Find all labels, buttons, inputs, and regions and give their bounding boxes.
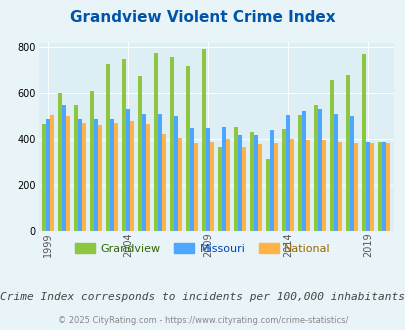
Bar <box>90 91 94 231</box>
Bar <box>162 134 166 231</box>
Bar <box>265 159 269 231</box>
Bar <box>201 49 206 231</box>
Bar <box>381 142 385 231</box>
Bar <box>286 115 290 231</box>
Bar <box>178 138 182 231</box>
Bar <box>385 143 390 231</box>
Bar <box>46 118 50 231</box>
Bar <box>66 116 70 231</box>
Bar <box>345 75 349 231</box>
Bar <box>94 118 98 231</box>
Text: Crime Index corresponds to incidents per 100,000 inhabitants: Crime Index corresponds to incidents per… <box>0 292 405 302</box>
Bar <box>153 53 158 231</box>
Bar <box>114 123 118 231</box>
Bar <box>322 140 326 231</box>
Bar <box>217 147 222 231</box>
Bar <box>354 143 358 231</box>
Bar <box>237 135 242 231</box>
Bar <box>158 114 162 231</box>
Bar <box>365 142 369 231</box>
Bar <box>82 123 86 231</box>
Bar <box>369 143 373 231</box>
Bar <box>130 121 134 231</box>
Bar <box>318 110 322 231</box>
Bar <box>258 144 262 231</box>
Legend: Grandview, Missouri, National: Grandview, Missouri, National <box>70 239 335 258</box>
Bar <box>194 143 198 231</box>
Bar <box>233 127 237 231</box>
Bar <box>185 66 190 231</box>
Bar <box>122 59 126 231</box>
Bar <box>313 105 318 231</box>
Text: Grandview Violent Crime Index: Grandview Violent Crime Index <box>70 10 335 25</box>
Bar <box>249 132 254 231</box>
Bar <box>42 124 46 231</box>
Bar <box>361 54 365 231</box>
Bar <box>190 128 194 231</box>
Bar <box>78 118 82 231</box>
Bar <box>305 140 310 231</box>
Bar <box>106 64 110 231</box>
Bar <box>74 105 78 231</box>
Bar <box>349 116 354 231</box>
Bar <box>170 57 174 231</box>
Bar <box>337 142 341 231</box>
Bar <box>254 135 258 231</box>
Bar <box>297 115 301 231</box>
Bar <box>290 139 294 231</box>
Bar <box>62 105 66 231</box>
Bar <box>110 118 114 231</box>
Bar <box>206 128 210 231</box>
Bar <box>210 142 214 231</box>
Text: © 2025 CityRating.com - https://www.cityrating.com/crime-statistics/: © 2025 CityRating.com - https://www.city… <box>58 316 347 325</box>
Bar <box>226 139 230 231</box>
Bar <box>274 143 278 231</box>
Bar <box>126 110 130 231</box>
Bar <box>142 114 146 231</box>
Bar <box>329 80 333 231</box>
Bar <box>146 124 150 231</box>
Bar <box>269 130 274 231</box>
Bar <box>281 129 286 231</box>
Bar <box>50 115 54 231</box>
Bar <box>174 116 178 231</box>
Bar <box>58 93 62 231</box>
Bar <box>301 111 305 231</box>
Bar <box>138 76 142 231</box>
Bar <box>222 127 226 231</box>
Bar <box>377 142 381 231</box>
Bar <box>98 125 102 231</box>
Bar <box>333 114 337 231</box>
Bar <box>242 147 246 231</box>
